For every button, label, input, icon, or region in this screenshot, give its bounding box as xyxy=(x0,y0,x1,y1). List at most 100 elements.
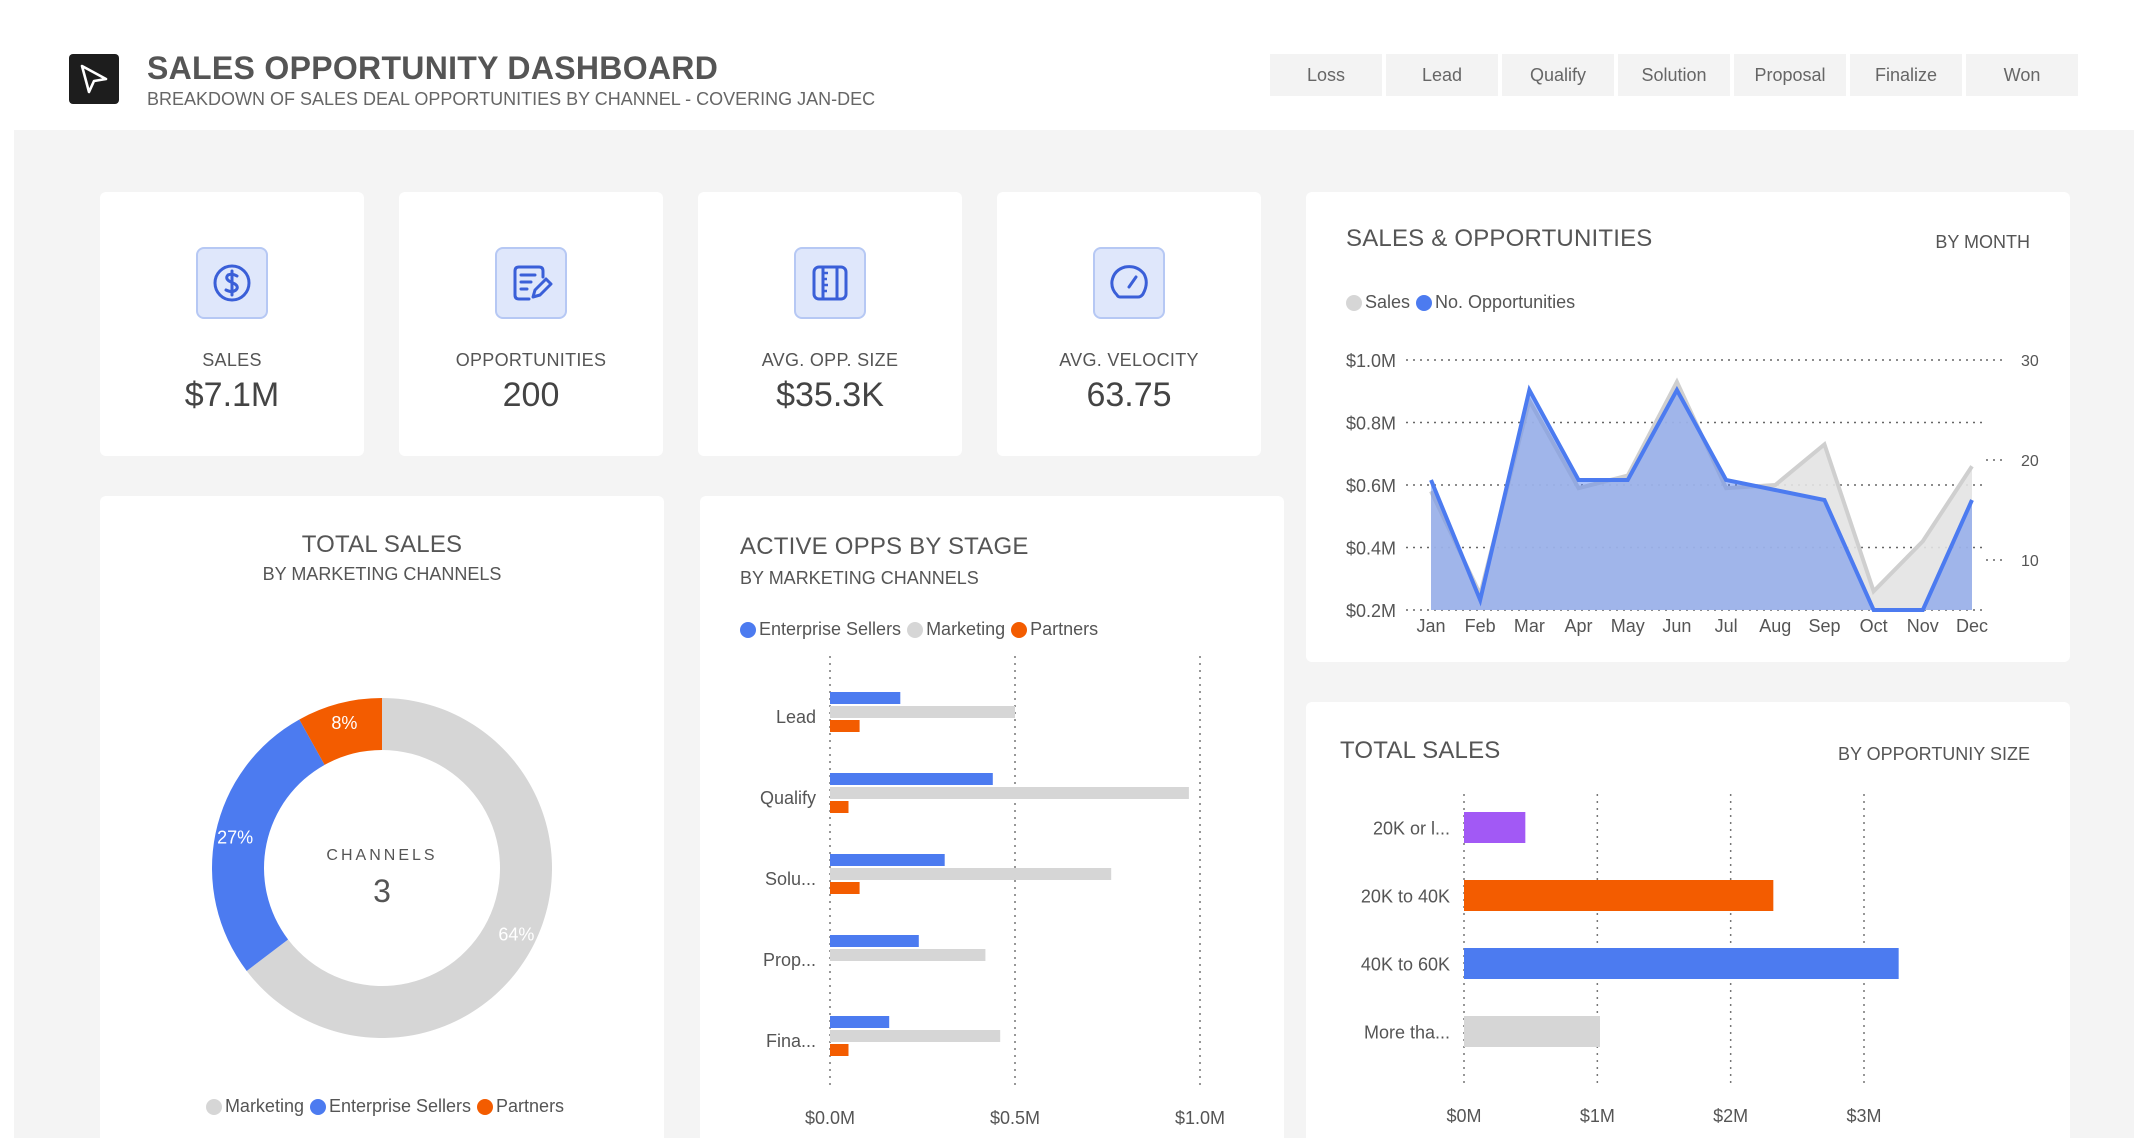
chart-title: TOTAL SALES xyxy=(1340,737,1501,764)
y-left-tick-label: $0.8M xyxy=(1346,414,1396,434)
x-month-label: Mar xyxy=(1514,616,1545,636)
bar-marketing xyxy=(830,1030,1001,1042)
speedometer-icon xyxy=(1093,247,1165,319)
kpi-value: 200 xyxy=(502,376,560,414)
donut-center-label: CHANNELS xyxy=(326,847,437,864)
stage-tab-won[interactable]: Won xyxy=(1966,54,2078,96)
size-bar xyxy=(1464,880,1774,911)
bar-partners xyxy=(830,1044,849,1056)
stage-tab-solution[interactable]: Solution xyxy=(1618,54,1730,96)
bar-partners xyxy=(830,720,860,732)
legend-label: Partners xyxy=(496,1096,565,1116)
legend-label: Sales xyxy=(1365,292,1411,312)
kpi-card-opportunities[interactable]: OPPORTUNITIES 200 xyxy=(399,192,663,456)
x-tick-label: $0M xyxy=(1446,1106,1481,1126)
donut-slice-partners xyxy=(299,698,382,765)
legend-swatch xyxy=(1011,621,1028,638)
kpi-label: SALES xyxy=(202,350,262,370)
legend-swatch xyxy=(1346,294,1362,311)
legend-label: No. Opportunities xyxy=(1435,292,1576,312)
y-category-label: Prop... xyxy=(763,950,816,970)
legend-swatch xyxy=(477,1098,494,1115)
bar-enterprise-sellers xyxy=(830,773,993,785)
y-right-tick-label: 30 xyxy=(2021,353,2039,370)
total-sales-by-channel-card: TOTAL SALES BY MARKETING CHANNELS 64% 27%… xyxy=(100,496,664,1138)
x-month-label: Apr xyxy=(1565,616,1593,636)
legend-swatch xyxy=(1416,294,1433,311)
bar-partners xyxy=(830,882,860,894)
x-tick-label: $3M xyxy=(1846,1106,1881,1126)
kpi-value: $35.3K xyxy=(776,376,884,414)
x-month-label: May xyxy=(1611,616,1645,636)
bar-marketing xyxy=(830,787,1189,799)
donut-chart: 64% 27% 8% CHANNELS 3 xyxy=(211,698,552,1038)
x-month-label: Aug xyxy=(1759,616,1791,636)
y-category-label: 20K or l... xyxy=(1373,819,1450,839)
legend-swatch xyxy=(309,1098,326,1115)
stage-tab-loss[interactable]: Loss xyxy=(1270,54,1382,96)
legend-label: Partners xyxy=(1030,619,1099,639)
x-month-label: Nov xyxy=(1907,616,1939,636)
monthly-area-chart: $1.0M $0.8M $0.6M $0.4M $0.2M 30 20 10 Jan Feb Mar… xyxy=(1346,351,2039,636)
y-left-tick-label: $1.0M xyxy=(1346,351,1396,371)
bar-enterprise-sellers xyxy=(830,854,945,866)
chart-subtitle: BY MONTH xyxy=(1935,232,2030,252)
dashboard-header: SALES OPPORTUNITY DASHBOARD BREAKDOWN OF… xyxy=(0,0,2148,130)
y-right-tick-label: 10 xyxy=(2021,553,2039,570)
legend-label: Enterprise Sellers xyxy=(759,619,902,639)
y-category-label: Lead xyxy=(776,707,816,727)
dashboard-canvas: SALES $7.1M OPPORTUNITIES 200 AVG. OPP. … xyxy=(14,130,2134,1138)
size-bar xyxy=(1464,1016,1600,1047)
x-tick-label: $2M xyxy=(1713,1106,1748,1126)
kpi-label: AVG. OPP. SIZE xyxy=(761,350,899,370)
opportunities-line xyxy=(1429,384,1974,612)
y-category-label: 40K to 60K xyxy=(1361,955,1450,975)
legend-label: Enterprise Sellers xyxy=(328,1096,472,1116)
app-logo[interactable] xyxy=(69,54,119,104)
donut-slice-enterprise-sellers xyxy=(211,719,325,971)
y-right-tick-label: 20 xyxy=(2021,453,2039,470)
x-month-label: Jun xyxy=(1662,616,1691,636)
kpi-label: OPPORTUNITIES xyxy=(455,350,607,370)
kpi-value: 63.75 xyxy=(1086,376,1172,414)
page-subtitle: BREAKDOWN OF SALES DEAL OPPORTUNITIES BY… xyxy=(147,89,876,109)
kpi-card-sales[interactable]: SALES $7.1M xyxy=(100,192,364,456)
legend-swatch xyxy=(907,621,924,638)
stage-tab-proposal[interactable]: Proposal xyxy=(1734,54,1846,96)
chart-title: TOTAL SALES xyxy=(301,531,463,558)
legend-label: Marketing xyxy=(224,1096,304,1116)
donut-slice-label: 27% xyxy=(217,827,253,847)
chart-title: SALES & OPPORTUNITIES xyxy=(1346,225,1653,252)
kpi-card-avg-opp-size[interactable]: AVG. OPP. SIZE $35.3K xyxy=(698,192,962,456)
kpi-card-avg-velocity[interactable]: AVG. VELOCITY 63.75 xyxy=(997,192,1261,456)
x-month-label: Sep xyxy=(1808,616,1840,636)
chart-title: ACTIVE OPPS BY STAGE xyxy=(740,533,1029,560)
y-category-label: Solu... xyxy=(765,869,816,889)
size-bar xyxy=(1464,948,1899,979)
donut-center-value: 3 xyxy=(373,873,391,909)
donut-slice-label: 8% xyxy=(331,713,357,733)
bar-marketing xyxy=(830,868,1112,880)
bar-enterprise-sellers xyxy=(830,692,901,704)
x-month-label: Feb xyxy=(1465,616,1496,636)
stage-tab-qualify[interactable]: Qualify xyxy=(1502,54,1614,96)
opportunities-area xyxy=(1431,390,1972,610)
monthly-legend: Sales No. Opportunities xyxy=(1340,292,1575,313)
donut-slice-label: 64% xyxy=(498,925,534,945)
x-month-label: Jan xyxy=(1416,616,1445,636)
x-tick-label: $1.0M xyxy=(1175,1108,1225,1128)
ruler-icon xyxy=(794,247,866,319)
stage-tab-finalize[interactable]: Finalize xyxy=(1850,54,1962,96)
kpi-value: $7.1M xyxy=(184,376,280,414)
document-edit-icon xyxy=(495,247,567,319)
legend-label: Marketing xyxy=(926,619,1006,639)
y-category-label: Fina... xyxy=(766,1031,816,1051)
stage-filter-tabs: Loss Lead Qualify Solution Proposal Fina… xyxy=(1270,54,2078,96)
bar-marketing xyxy=(830,706,1015,718)
legend-swatch xyxy=(205,1098,222,1115)
stage-legend: Enterprise Sellers Marketing Partners xyxy=(734,619,1098,640)
y-left-tick-label: $0.4M xyxy=(1346,539,1396,559)
stage-tab-lead[interactable]: Lead xyxy=(1386,54,1498,96)
chart-subtitle: BY MARKETING CHANNELS xyxy=(262,564,502,584)
y-category-label: 20K to 40K xyxy=(1361,887,1450,907)
